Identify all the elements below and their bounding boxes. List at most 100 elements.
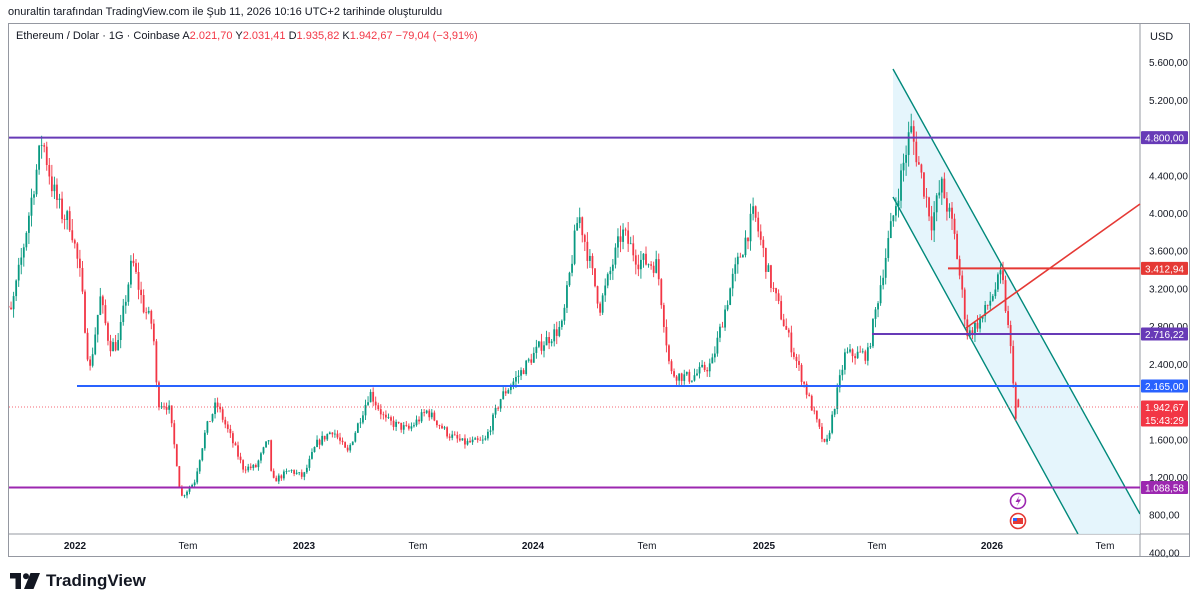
candle	[331, 432, 334, 438]
candle-body	[298, 472, 301, 474]
candle-body	[976, 322, 979, 329]
price-label-badge: 1.088,58	[1141, 481, 1188, 495]
candle-body	[790, 332, 793, 353]
candle	[466, 438, 469, 446]
candle	[280, 474, 283, 481]
candle-body	[43, 145, 46, 147]
candle-body	[17, 264, 20, 281]
candle-body	[339, 437, 341, 441]
candle-body	[907, 132, 910, 155]
candle	[425, 409, 428, 415]
candle	[571, 255, 573, 277]
candle	[354, 431, 357, 443]
candle-body	[752, 206, 755, 214]
candle-body	[764, 248, 767, 272]
candle-body	[869, 346, 872, 348]
candle-body	[576, 223, 579, 231]
candle-body	[56, 184, 58, 201]
candle-body	[295, 472, 298, 474]
candle-body	[946, 198, 948, 212]
candle	[662, 302, 665, 333]
candle	[214, 398, 216, 419]
candle	[206, 420, 209, 435]
candle	[209, 421, 211, 423]
candle	[379, 404, 382, 420]
candle-body	[441, 425, 443, 429]
candle	[142, 289, 145, 314]
candle	[66, 209, 69, 230]
candle	[1017, 398, 1020, 408]
candle-body	[527, 359, 530, 361]
candle-body	[89, 359, 92, 366]
y-tick-label: 400,00	[1149, 548, 1180, 559]
channel-fill	[893, 69, 1140, 534]
candle	[846, 347, 849, 354]
candle	[316, 435, 318, 448]
candle	[757, 211, 760, 238]
candle-body	[979, 318, 981, 329]
candle-body	[609, 270, 612, 275]
candle-body	[341, 440, 344, 443]
candle	[474, 436, 477, 440]
candle-body	[1012, 346, 1015, 384]
candle-body	[688, 371, 691, 382]
candle-body	[73, 240, 76, 244]
x-axis-labels: 2022 Tem 2023 Tem 2024 Tem 2025 Tem 2026 Tem	[64, 541, 1115, 552]
candle	[522, 368, 525, 375]
candle-body	[925, 196, 928, 198]
y-tick-label: 3.600,00	[1149, 247, 1188, 258]
candle-body	[308, 458, 311, 468]
candle	[943, 172, 946, 199]
candle-body	[219, 406, 222, 410]
candle-body	[438, 425, 441, 426]
candle	[902, 153, 905, 182]
candle-body	[670, 361, 673, 372]
candle-body	[589, 255, 591, 261]
candle-body	[407, 425, 410, 429]
candle-body	[627, 230, 630, 244]
candle-body	[28, 215, 30, 233]
candle	[234, 441, 237, 446]
candle-body	[507, 390, 510, 394]
candle	[527, 357, 530, 363]
candle	[364, 399, 367, 421]
symbol-name[interactable]: Ethereum / Dolar · 1G · Coinbase	[16, 30, 180, 42]
candle	[693, 368, 696, 382]
candle-body	[382, 414, 385, 416]
candle-body	[772, 287, 775, 289]
candle-body	[543, 345, 545, 351]
candle-body	[953, 218, 956, 234]
candle	[458, 433, 461, 442]
candle-body	[101, 296, 104, 306]
candle-body	[451, 434, 454, 438]
candle-body	[71, 230, 74, 241]
candle	[961, 270, 964, 298]
candle-body	[706, 370, 709, 372]
tradingview-logo[interactable]: TradingView	[10, 571, 146, 591]
candle-body	[334, 433, 336, 435]
candle	[680, 372, 683, 386]
candle-body	[229, 428, 232, 434]
candle	[99, 287, 102, 316]
candle-body	[285, 471, 288, 472]
candle	[698, 362, 701, 379]
candle-body	[940, 178, 943, 193]
candle	[770, 264, 772, 293]
candle-body	[622, 229, 624, 242]
candle	[257, 459, 260, 471]
candle-body	[805, 383, 808, 395]
candle	[558, 321, 561, 338]
candle	[239, 452, 242, 464]
candle-body	[275, 477, 278, 482]
x-axis-label: Tem	[409, 541, 428, 552]
currency-label[interactable]: USD	[1150, 31, 1174, 43]
candle	[841, 365, 844, 381]
candle	[56, 178, 58, 209]
candle	[535, 339, 538, 359]
candle-body	[311, 452, 313, 459]
candle-body	[303, 472, 306, 477]
candle	[415, 415, 418, 427]
candle-body	[351, 441, 354, 445]
candle	[107, 321, 109, 346]
